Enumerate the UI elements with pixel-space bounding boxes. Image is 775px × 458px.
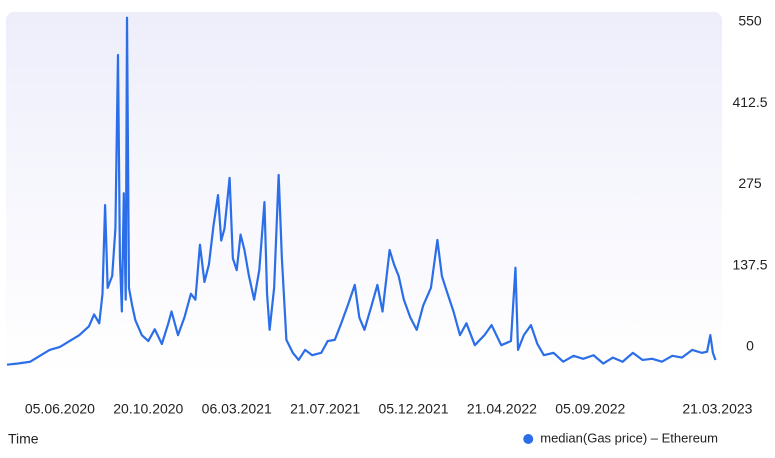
x-tick-label: 05.12.2021 [378, 401, 448, 417]
y-tick-label: 412.5 [732, 94, 767, 110]
y-tick-label: 137.5 [732, 256, 767, 272]
x-tick-label: 20.10.2020 [113, 401, 183, 417]
y-tick-label: 550 [738, 13, 762, 29]
x-tick-label: 21.07.2021 [290, 401, 360, 417]
data-line [6, 16, 717, 366]
x-axis-label: Time [8, 431, 39, 447]
plot-area [6, 12, 722, 374]
x-tick-label: 21.04.2022 [467, 401, 537, 417]
y-tick-label: 0 [746, 338, 754, 354]
x-tick-label: 05.09.2022 [555, 401, 625, 417]
y-tick-label: 275 [738, 175, 762, 191]
x-tick-label: 21.03.2023 [682, 401, 752, 417]
x-tick-label: 05.06.2020 [25, 401, 95, 417]
legend-label: median(Gas price) – Ethereum [540, 430, 718, 445]
x-tick-label: 06.03.2021 [202, 401, 272, 417]
legend-marker[interactable] [523, 434, 534, 444]
